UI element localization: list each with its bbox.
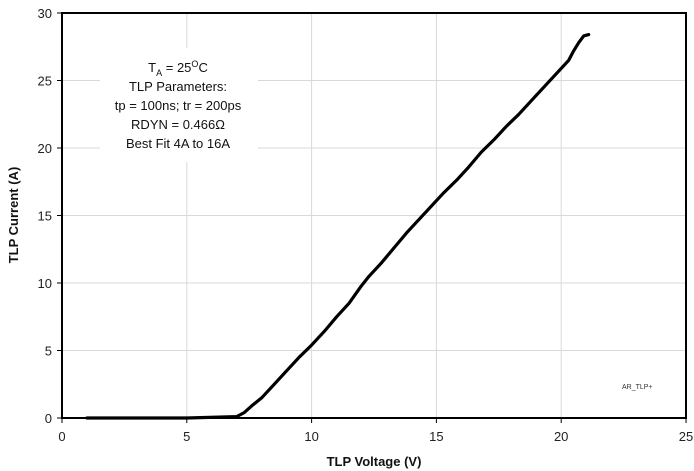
x-tick-label: 25: [679, 429, 693, 444]
x-tick-label: 20: [554, 429, 568, 444]
annotation-box: [100, 48, 258, 162]
y-tick-labels: 0 5 10 15 20 25 30: [38, 6, 62, 426]
x-tick-label: 5: [183, 429, 190, 444]
y-tick-label: 10: [38, 276, 52, 291]
figure-tag: AR_TLP+: [622, 384, 653, 391]
y-tick-label: 30: [38, 6, 52, 21]
y-tick-label: 15: [38, 209, 52, 224]
x-tick-labels: 0 5 10 15 20 25: [58, 418, 693, 444]
x-tick-label: 15: [429, 429, 443, 444]
x-axis-title: TLP Voltage (V): [327, 454, 422, 469]
y-tick-label: 5: [45, 344, 52, 359]
x-tick-label: 0: [58, 429, 65, 444]
plot-border: [61, 12, 687, 419]
annotation-line-2: TLP Parameters:: [129, 79, 227, 94]
annotation-line-1: TA = 25OC: [148, 59, 208, 78]
y-tick-label: 20: [38, 141, 52, 156]
x-tick-label: 10: [304, 429, 318, 444]
series-line-tlp: [85, 33, 591, 420]
y-tick-label: 25: [38, 74, 52, 89]
annotation-text: TA = 25OC TLP Parameters: tp = 100ns; tr…: [115, 59, 242, 151]
y-tick-label: 0: [45, 411, 52, 426]
y-axis-title: TLP Current (A): [6, 167, 21, 264]
annotation-line-3: tp = 100ns; tr = 200ps: [115, 98, 242, 113]
annotation-line-5: Best Fit 4A to 16A: [126, 136, 230, 151]
annotation-line-4: RDYN = 0.466Ω: [131, 117, 225, 132]
